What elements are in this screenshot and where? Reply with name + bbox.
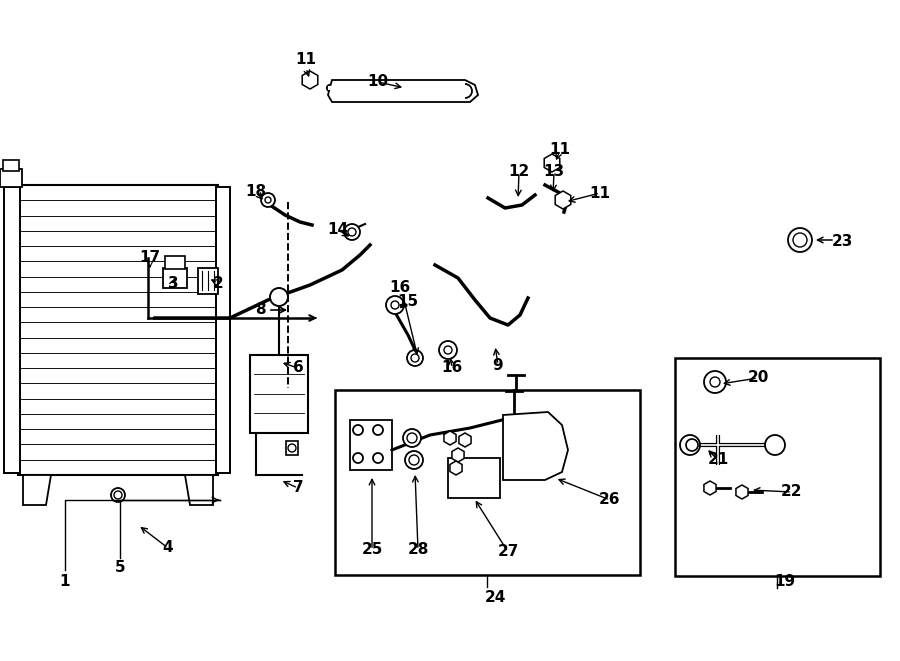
- Circle shape: [686, 439, 698, 451]
- Circle shape: [558, 195, 568, 205]
- Circle shape: [353, 425, 363, 435]
- Text: 21: 21: [707, 453, 729, 467]
- Circle shape: [403, 429, 421, 447]
- Text: 11: 11: [550, 143, 571, 157]
- Circle shape: [446, 434, 454, 442]
- Polygon shape: [23, 475, 51, 505]
- Text: 5: 5: [114, 561, 125, 576]
- Text: 22: 22: [781, 485, 803, 500]
- Circle shape: [444, 346, 452, 354]
- Bar: [165, 256, 185, 269]
- Circle shape: [547, 158, 557, 168]
- Polygon shape: [452, 448, 464, 462]
- Bar: [350, 420, 392, 470]
- Text: 2: 2: [212, 276, 223, 290]
- Circle shape: [348, 228, 356, 236]
- Circle shape: [407, 433, 417, 443]
- Polygon shape: [555, 191, 571, 209]
- Circle shape: [344, 224, 360, 240]
- Text: 11: 11: [590, 186, 610, 200]
- Circle shape: [409, 455, 419, 465]
- Text: 4: 4: [163, 541, 174, 555]
- Circle shape: [261, 193, 275, 207]
- Text: 7: 7: [292, 481, 303, 496]
- Polygon shape: [544, 154, 560, 172]
- Text: 1: 1: [59, 574, 70, 590]
- Bar: [18, 185, 218, 475]
- Text: 15: 15: [398, 295, 418, 309]
- Circle shape: [386, 296, 404, 314]
- Text: 11: 11: [295, 52, 317, 67]
- Bar: [286, 441, 298, 455]
- Bar: [335, 390, 640, 575]
- Circle shape: [373, 425, 383, 435]
- Text: 25: 25: [361, 543, 382, 557]
- Text: 9: 9: [492, 358, 503, 373]
- Circle shape: [288, 444, 296, 452]
- Polygon shape: [185, 475, 213, 505]
- Circle shape: [765, 435, 785, 455]
- Text: 24: 24: [484, 590, 506, 605]
- Polygon shape: [736, 485, 748, 499]
- Circle shape: [391, 301, 399, 309]
- Circle shape: [706, 484, 714, 492]
- Polygon shape: [704, 481, 716, 495]
- Polygon shape: [459, 433, 471, 447]
- Circle shape: [305, 75, 315, 85]
- Bar: [3, 160, 19, 171]
- Text: 27: 27: [498, 545, 518, 559]
- Text: 13: 13: [544, 165, 564, 180]
- Text: 10: 10: [367, 75, 389, 89]
- Text: 26: 26: [599, 492, 621, 508]
- Circle shape: [405, 451, 423, 469]
- Circle shape: [454, 451, 462, 459]
- Circle shape: [353, 453, 363, 463]
- Circle shape: [407, 350, 423, 366]
- Circle shape: [452, 464, 460, 472]
- Circle shape: [373, 453, 383, 463]
- Text: 28: 28: [408, 543, 428, 557]
- Circle shape: [411, 354, 419, 362]
- Bar: [448, 458, 500, 498]
- Circle shape: [111, 488, 125, 502]
- Text: 16: 16: [390, 280, 410, 295]
- Circle shape: [738, 488, 746, 496]
- Bar: [4, 187, 20, 473]
- Circle shape: [710, 377, 720, 387]
- Circle shape: [704, 371, 726, 393]
- Circle shape: [270, 288, 288, 306]
- Text: 8: 8: [255, 303, 266, 317]
- Polygon shape: [450, 461, 462, 475]
- Circle shape: [461, 436, 469, 444]
- Text: 3: 3: [167, 276, 178, 290]
- Bar: [0, 169, 22, 187]
- Text: 14: 14: [328, 223, 348, 237]
- Bar: [250, 355, 308, 433]
- Text: 12: 12: [508, 165, 529, 180]
- Bar: [198, 268, 218, 294]
- Text: 16: 16: [441, 360, 463, 375]
- Circle shape: [114, 491, 122, 499]
- Polygon shape: [302, 71, 318, 89]
- Text: 23: 23: [832, 235, 852, 249]
- Polygon shape: [444, 431, 456, 445]
- Circle shape: [793, 233, 807, 247]
- Text: 18: 18: [246, 184, 266, 200]
- Bar: [216, 187, 230, 473]
- Polygon shape: [328, 80, 478, 102]
- Text: 6: 6: [292, 360, 303, 375]
- Circle shape: [680, 435, 700, 455]
- Circle shape: [265, 197, 271, 203]
- Bar: [163, 268, 187, 288]
- Circle shape: [788, 228, 812, 252]
- Text: 17: 17: [140, 251, 160, 266]
- Bar: [675, 358, 880, 576]
- Text: 20: 20: [747, 371, 769, 385]
- Text: 19: 19: [774, 574, 796, 590]
- Polygon shape: [503, 412, 568, 480]
- Circle shape: [439, 341, 457, 359]
